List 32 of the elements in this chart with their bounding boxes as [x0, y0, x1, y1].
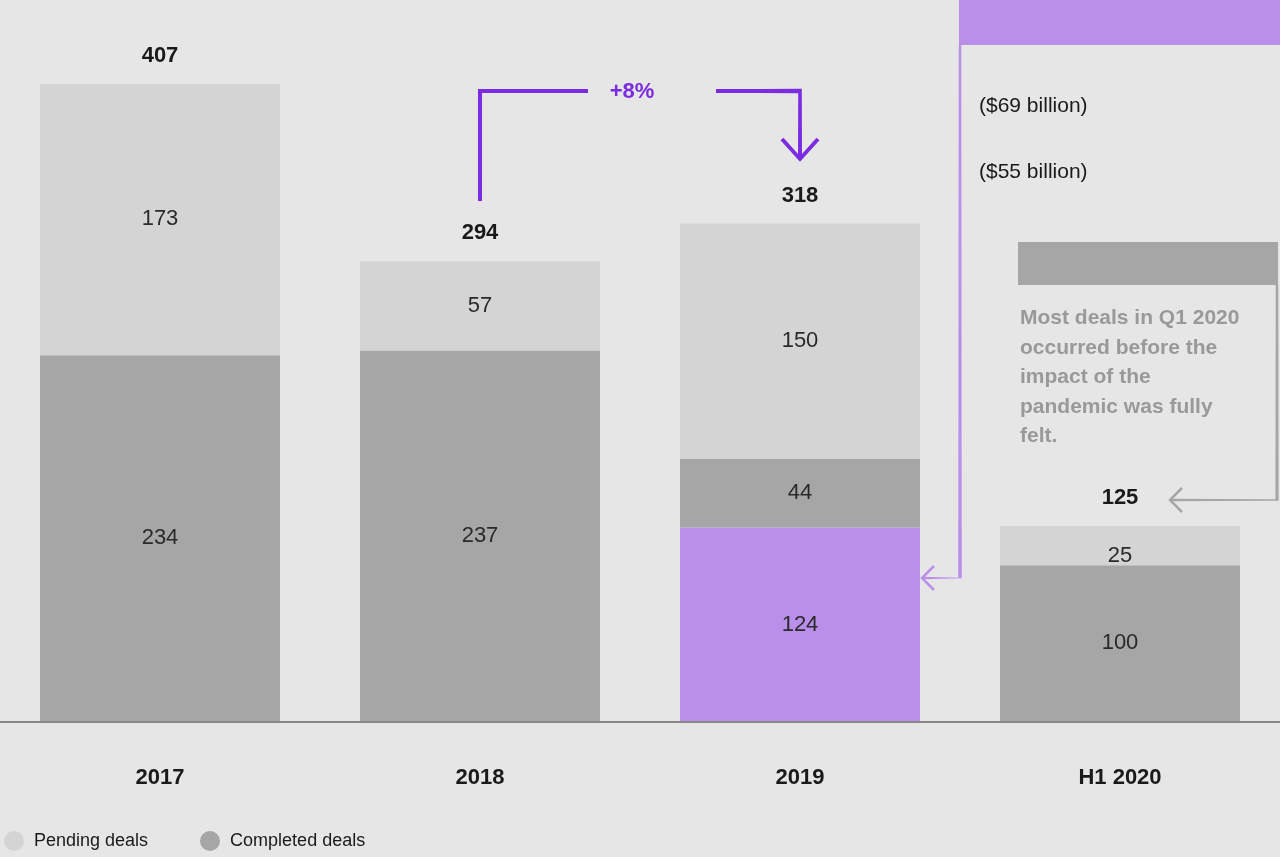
- bar: [1000, 565, 1240, 722]
- bar: [40, 84, 280, 356]
- annotation: Most deals in Q1 2020 occurred before the impact of the pandemic was fully felt.: [1020, 304, 1241, 448]
- legend-label: Completed deals: [230, 830, 366, 851]
- data-label: 237: [461, 522, 499, 548]
- bar: [680, 223, 920, 459]
- annotation: ($55 billion): [979, 159, 1088, 183]
- bar: [360, 350, 600, 722]
- x-tick-label: 2018: [455, 763, 505, 789]
- data-label: 57: [467, 291, 493, 317]
- total-label: 125: [1101, 484, 1139, 510]
- x-tick-label: H1 2020: [1078, 763, 1162, 789]
- x-tick-label: 2017: [135, 763, 185, 789]
- total-label: 407: [141, 42, 179, 67]
- bar: [360, 261, 600, 351]
- data-label: 25: [1107, 541, 1133, 567]
- data-label: 234: [141, 524, 179, 550]
- data-label: 44: [787, 478, 813, 504]
- bar: [40, 355, 280, 722]
- data-label: 124: [781, 610, 819, 636]
- data-label: 100: [1101, 629, 1139, 655]
- x-tick-label: 2019: [775, 763, 825, 789]
- data-label: 173: [141, 205, 179, 231]
- annotation: ($69 billion): [979, 93, 1088, 117]
- annotation: +8%: [608, 78, 656, 104]
- bar: [680, 527, 920, 722]
- bar: [680, 458, 920, 528]
- total-label: 318: [781, 181, 819, 207]
- bar: [1000, 526, 1240, 566]
- data-label: 150: [781, 326, 819, 352]
- total-label: 294: [461, 219, 500, 245]
- legend-label: Pending deals: [34, 830, 149, 851]
